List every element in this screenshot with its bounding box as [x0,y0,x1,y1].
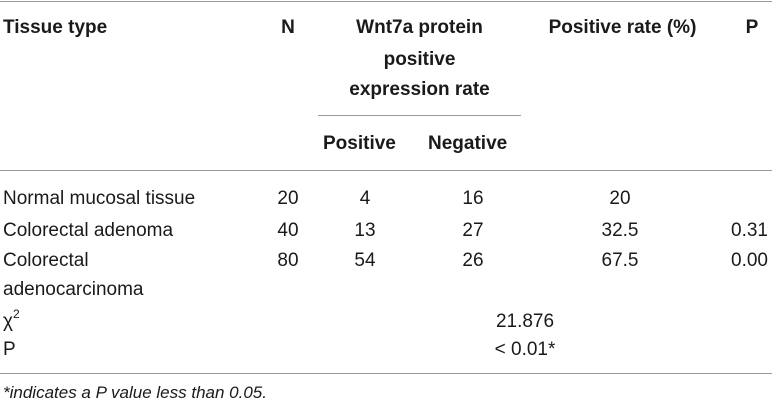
row-adenoma-tissue: Colorectal adenoma [3,220,174,241]
row-normal-negative: 16 [462,188,484,209]
header-p: P [745,17,759,38]
header-bottom-rule [0,170,772,171]
header-wnt7a-line3: expression rate [349,79,490,100]
table-bottom-rule [0,373,772,374]
row-adenoma-rate: 32.5 [601,220,639,241]
chi-superscript: 2 [12,307,20,321]
row-adenocarcinoma-n: 80 [277,250,299,271]
footnote: *indicates a P value less than 0.05. [3,383,267,402]
row-adenoma-positive: 13 [354,220,376,241]
header-tissue-type: Tissue type [3,17,108,38]
row-normal-tissue: Normal mucosal tissue [3,188,196,209]
row-normal-n: 20 [277,188,299,209]
row-normal-rate: 20 [609,188,631,209]
row-adenocarcinoma-positive: 54 [354,250,376,271]
row-adenoma-p: 0.31 [731,220,768,241]
header-wnt7a-line1: Wnt7a protein [356,17,483,38]
header-wnt7a-line2: positive [383,49,456,70]
header-negative: Negative [428,133,508,154]
chi-square-label: χ2 [3,308,20,333]
p-row-value: < 0.01* [494,339,556,360]
row-adenocarcinoma-rate: 67.5 [601,250,639,271]
row-adenoma-negative: 27 [462,220,484,241]
header-positive: Positive [323,133,396,154]
wnt7a-group-rule [318,115,521,116]
chi-square-value: 21.876 [495,311,555,332]
row-adenocarcinoma-p: 0.00 [731,250,768,271]
row-adenocarcinoma-tissue-line1: Colorectal [3,250,89,271]
top-rule [0,1,772,2]
row-adenoma-n: 40 [277,220,299,241]
row-adenocarcinoma-negative: 26 [462,250,484,271]
chi-symbol: χ [3,311,13,332]
header-n: N [281,17,295,38]
row-normal-positive: 4 [359,188,371,209]
p-row-label: P [3,339,16,360]
header-positive-rate: Positive rate (%) [548,17,697,38]
row-adenocarcinoma-tissue-line2: adenocarcinoma [3,279,144,300]
